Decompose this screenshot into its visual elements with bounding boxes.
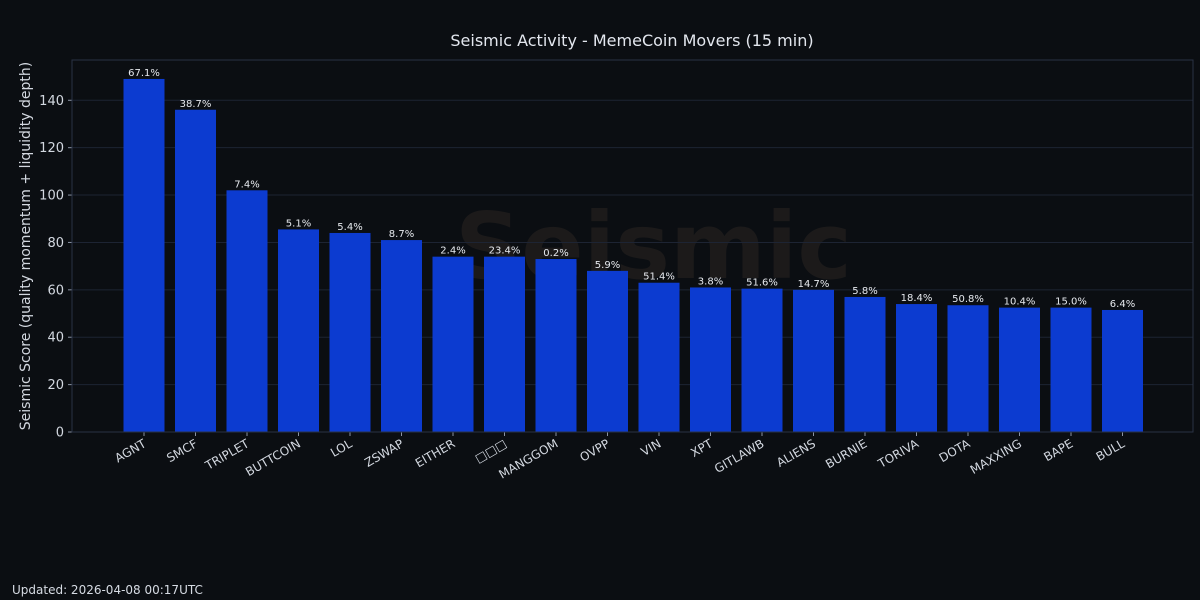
bar-buttcoin: [278, 229, 319, 432]
data-label: 23.4%: [489, 246, 521, 257]
data-label: 10.4%: [1004, 297, 1036, 308]
data-label: 14.7%: [798, 279, 830, 290]
data-labels: 67.1% 38.7% 7.4% 5.1% 5.4% 8.7% 2.4% 23.4% 0.2% 5…: [128, 68, 1135, 310]
bars: [123, 78, 1143, 432]
bar-xpt: [690, 287, 731, 432]
y-tick-label: 0: [56, 426, 64, 441]
chart-title: Seismic Activity - MemeCoin Movers (15 m…: [450, 31, 813, 50]
data-label: 6.4%: [1110, 299, 1135, 310]
y-tick-label: 20: [47, 378, 64, 393]
data-label: 5.8%: [852, 286, 877, 297]
bar-aliens: [793, 289, 834, 432]
data-label: 5.9%: [595, 260, 620, 271]
x-tick-label: LOL: [328, 436, 355, 459]
data-label: 51.6%: [746, 278, 778, 289]
data-label: 7.4%: [234, 179, 259, 190]
x-tick-label: BUTTCOIN: [243, 436, 303, 479]
y-tick-label: 140: [39, 94, 64, 109]
bar-smcf: [175, 109, 216, 432]
x-tick-label: ALIENS: [774, 436, 818, 469]
bar-agnt: [123, 78, 165, 432]
x-tick-label: BULL: [1094, 436, 1128, 463]
bar-triplet: [226, 190, 268, 432]
data-label: 38.7%: [180, 99, 212, 110]
y-tick-label: 40: [47, 331, 64, 346]
data-label: 18.4%: [901, 293, 933, 304]
bar-lol: [329, 232, 371, 432]
x-tick-label: BAPE: [1041, 436, 1075, 464]
x-tick-label: AGNT: [112, 436, 149, 465]
bar-vin: [638, 282, 680, 432]
x-tick-label: TORIVA: [875, 436, 922, 471]
x-tick-label: VIN: [639, 436, 664, 458]
y-axis-label: Seismic Score (quality momentum + liquid…: [18, 62, 34, 430]
y-axis-ticks: 0 20 40 60 80 100 120 140: [39, 94, 72, 441]
data-label: 3.8%: [698, 276, 723, 287]
plot-frame: [71, 59, 1194, 433]
x-tick-label: SMCF: [164, 436, 200, 465]
x-tick-label: BURNIE: [823, 436, 869, 471]
x-tick-label: MAXXING: [968, 436, 1024, 477]
bar-□□□: [484, 256, 525, 432]
x-tick-label: OVPP: [577, 436, 612, 464]
bar-ovpp: [587, 270, 628, 432]
x-tick-label: MANGGOM: [496, 436, 560, 481]
x-tick-label: GITLAWB: [712, 436, 766, 476]
bar-burnie: [844, 296, 886, 432]
x-tick-label: DOTA: [937, 436, 974, 465]
y-tick-label: 120: [39, 141, 64, 156]
bar-toriva: [896, 304, 937, 432]
data-label: 8.7%: [389, 229, 414, 240]
data-label: 2.4%: [440, 246, 465, 257]
x-tick-label: XPT: [688, 436, 715, 460]
data-label: 67.1%: [128, 68, 160, 79]
bar-dota: [947, 305, 989, 432]
data-label: 5.1%: [286, 218, 311, 229]
data-label: 0.2%: [543, 248, 568, 259]
bar-either: [432, 256, 474, 432]
bar-manggom: [535, 259, 577, 432]
updated-timestamp: Updated: 2026-04-08 00:17UTC: [12, 583, 203, 597]
y-tick-label: 80: [47, 236, 64, 251]
y-tick-label: 100: [39, 189, 64, 204]
bar-bape: [1050, 307, 1092, 432]
x-tick-label: □□□: [473, 436, 509, 465]
x-tick-label: ZSWAP: [362, 436, 406, 469]
data-label: 15.0%: [1055, 297, 1087, 308]
x-tick-label: EITHER: [413, 436, 458, 470]
data-label: 50.8%: [952, 294, 984, 305]
bar-zswap: [381, 240, 422, 432]
data-label: 5.4%: [337, 222, 362, 233]
y-tick-label: 60: [47, 283, 64, 298]
data-label: 51.4%: [643, 272, 675, 283]
bar-gitlawb: [741, 288, 783, 432]
bar-maxxing: [999, 307, 1040, 432]
bar-bull: [1102, 309, 1143, 432]
